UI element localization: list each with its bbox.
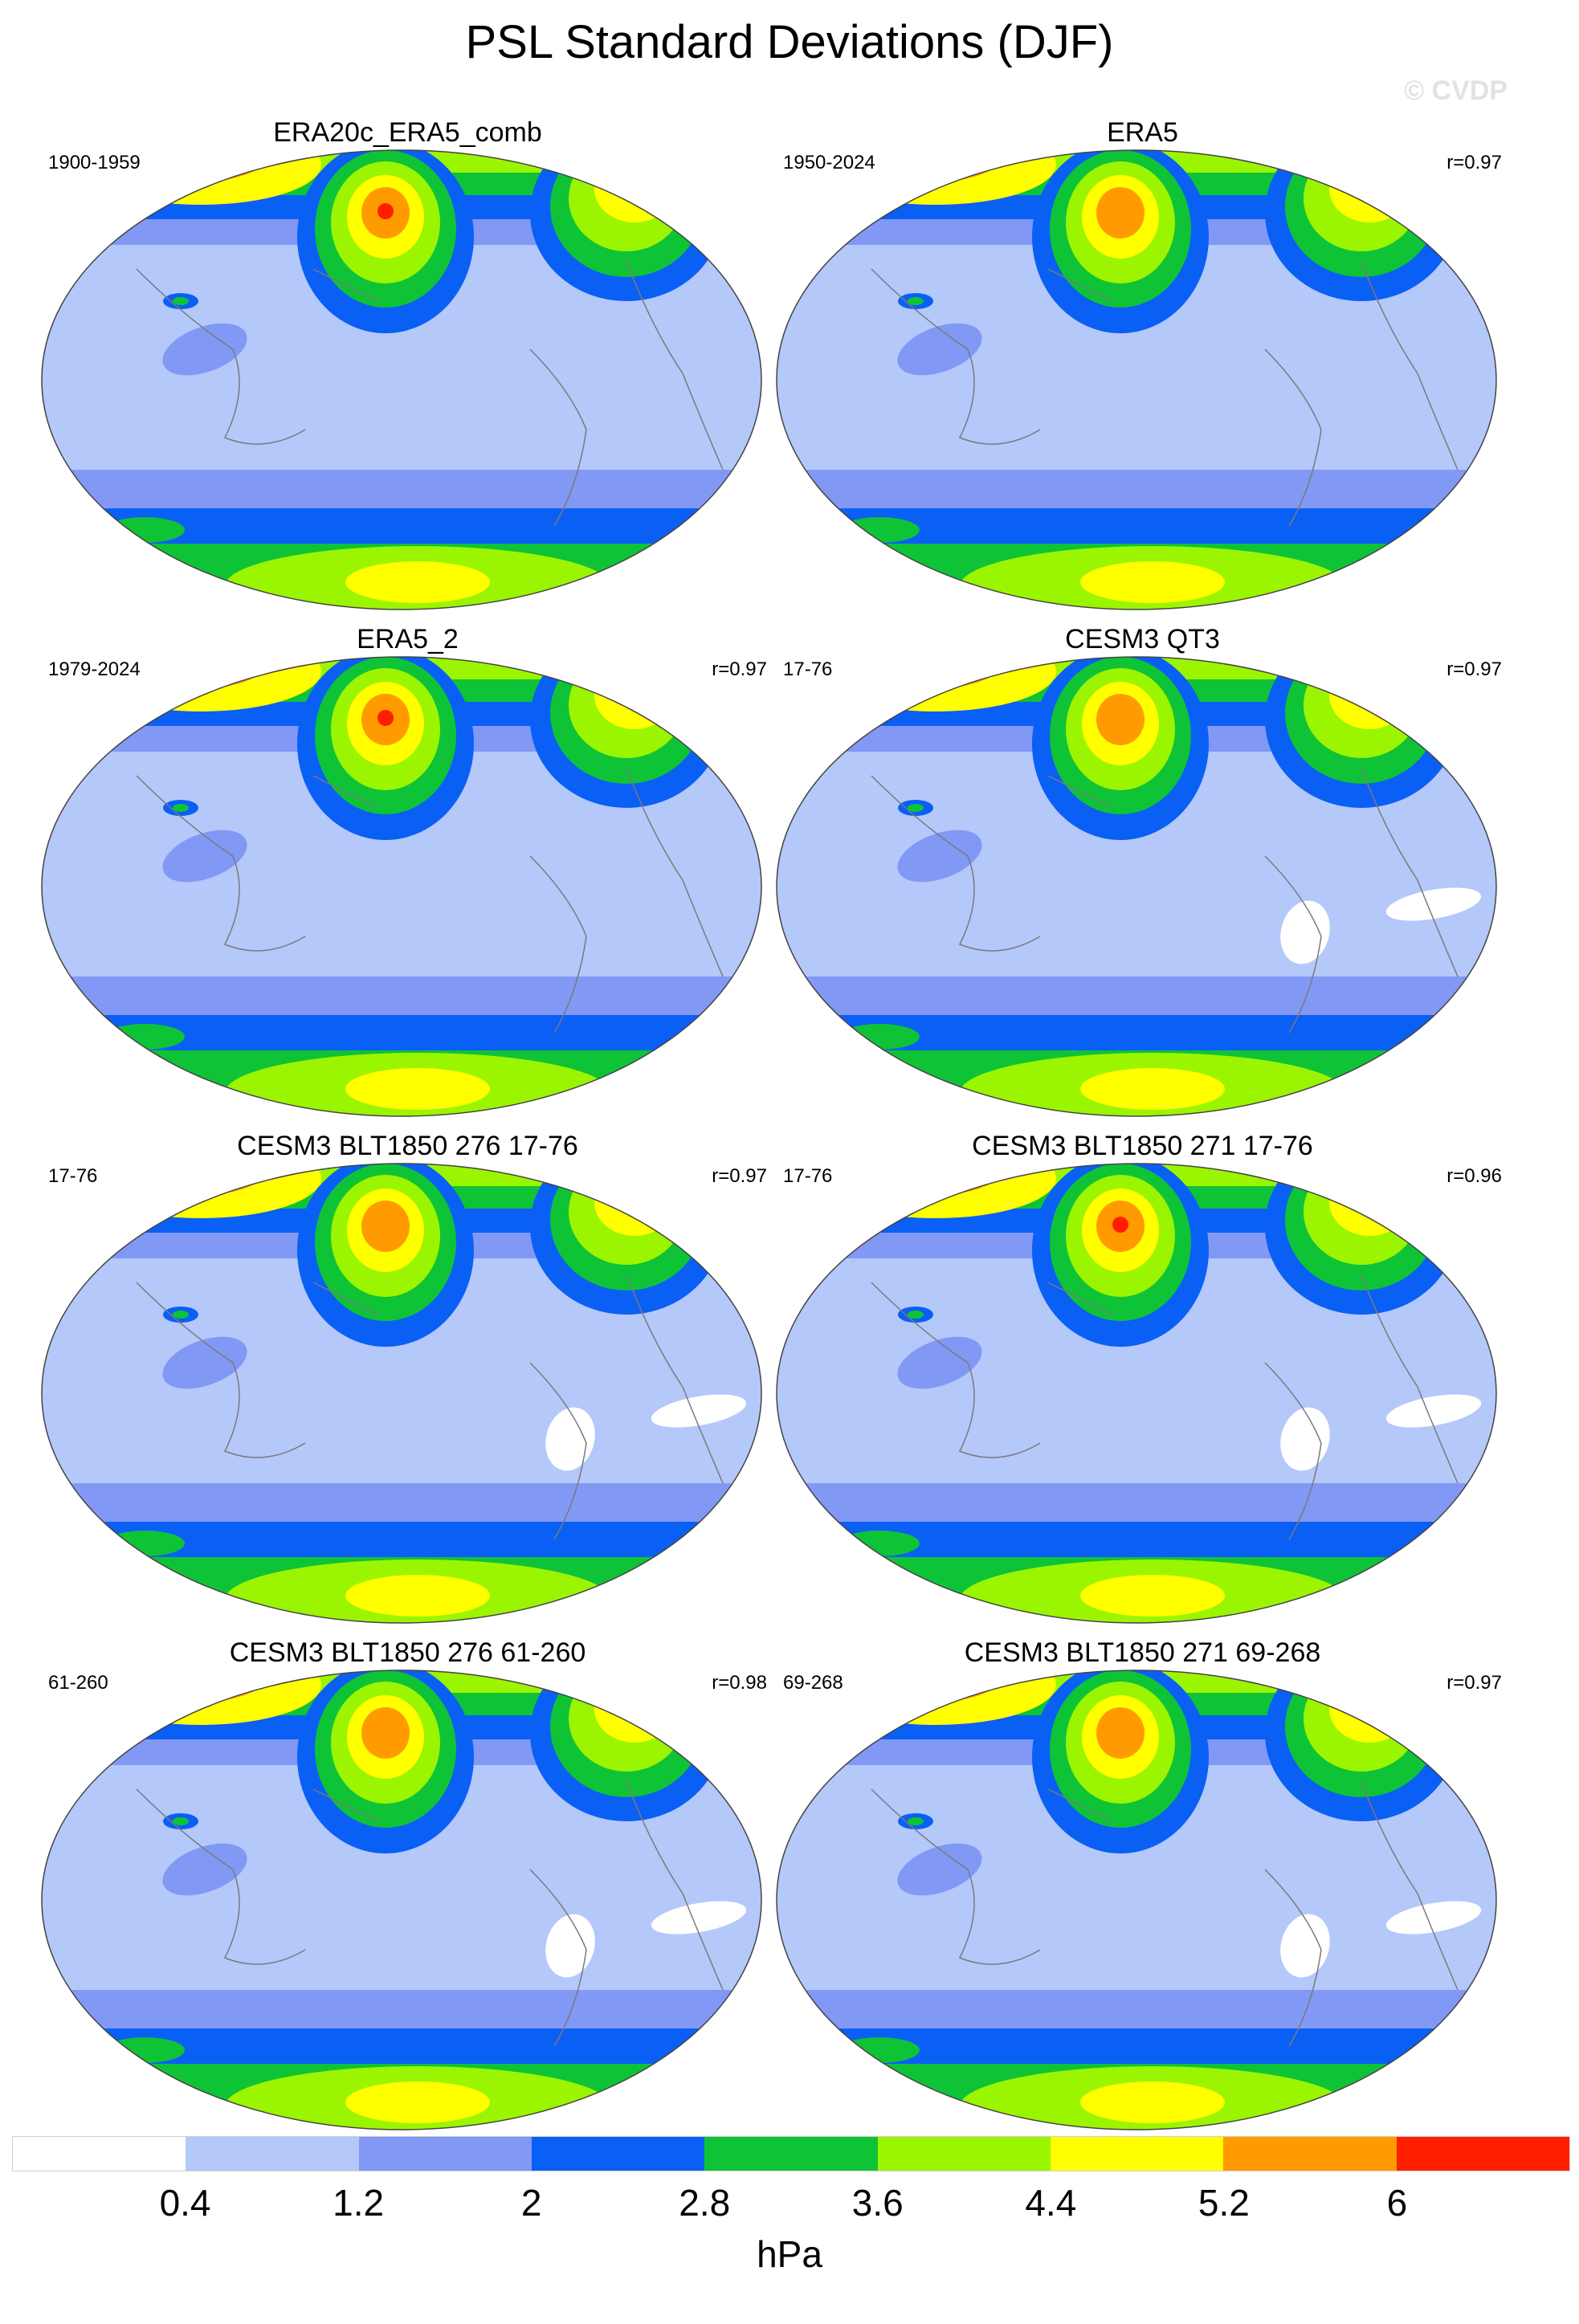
map-plot — [776, 1163, 1497, 1624]
panel-years: 69-268 — [783, 1672, 843, 1694]
panel-correlation: r=0.98 — [712, 1672, 767, 1694]
map-plot — [41, 656, 762, 1117]
map-plot — [41, 1670, 762, 2130]
panel-correlation: r=0.97 — [712, 1165, 767, 1187]
colorbar-swatch — [877, 2137, 1051, 2171]
map-plot — [41, 149, 762, 610]
panel-correlation: r=0.97 — [1446, 152, 1502, 173]
panel-years: 17-76 — [783, 658, 833, 680]
colorbar-tick-label: 1.2 — [333, 2182, 385, 2224]
watermark: © CVDP — [1404, 75, 1508, 106]
colorbar-swatch — [13, 2137, 186, 2171]
colorbar-units: hPa — [757, 2233, 822, 2275]
colorbar-tick-label: 2.8 — [679, 2182, 731, 2224]
map-plot — [776, 149, 1497, 610]
panel-years: 1900-1959 — [48, 152, 141, 173]
panel-title: CESM3 BLT1850 276 17-76 — [237, 1131, 578, 1161]
map-panel: CESM3 BLT1850 276 61-260 61-260 r=0.98 — [40, 1637, 775, 2130]
colorbar-swatch — [186, 2137, 359, 2171]
map-panel: ERA5_2 1979-2024 r=0.97 — [40, 623, 775, 1117]
panel-title: ERA5 — [1107, 117, 1178, 148]
map-panel: CESM3 QT3 17-76 r=0.97 — [775, 623, 1510, 1117]
colorbar-tick-label: 0.4 — [159, 2182, 211, 2224]
colorbar-swatch — [1223, 2137, 1397, 2171]
colorbar-swatch — [704, 2137, 878, 2171]
figure-title: PSL Standard Deviations (DJF) — [465, 16, 1114, 68]
colorbar-tick-label: 2 — [520, 2182, 542, 2224]
colorbar-tick-label: 3.6 — [851, 2182, 904, 2224]
colorbar-swatch — [358, 2137, 532, 2171]
map-panel: CESM3 BLT1850 271 17-76 17-76 r=0.96 — [775, 1130, 1510, 1624]
colorbar-swatch — [1050, 2137, 1224, 2171]
map-panel: ERA5 1950-2024 r=0.97 — [775, 116, 1510, 610]
colorbar-tick-label: 4.4 — [1025, 2182, 1077, 2224]
panel-years: 17-76 — [48, 1165, 98, 1187]
panel-title: CESM3 BLT1850 271 17-76 — [972, 1131, 1313, 1161]
map-plot — [41, 1163, 762, 1624]
panel-correlation: r=0.97 — [1446, 658, 1502, 680]
colorbar-swatch — [531, 2137, 705, 2171]
panel-years: 1979-2024 — [48, 658, 141, 680]
panel-correlation: r=0.96 — [1446, 1165, 1502, 1187]
panel-years: 61-260 — [48, 1672, 108, 1694]
panel-years: 1950-2024 — [783, 152, 875, 173]
colorbar-tick-label: 6 — [1386, 2182, 1408, 2224]
map-plot — [776, 1670, 1497, 2130]
map-plot — [776, 656, 1497, 1117]
panel-correlation: r=0.97 — [712, 658, 767, 680]
panel-title: ERA20c_ERA5_comb — [273, 117, 542, 148]
panel-title: ERA5_2 — [357, 624, 459, 654]
panel-title: CESM3 BLT1850 271 69-268 — [964, 1637, 1321, 1668]
panel-title: CESM3 QT3 — [1065, 624, 1220, 654]
colorbar — [12, 2136, 1570, 2171]
colorbar-tick-label: 5.2 — [1198, 2182, 1250, 2224]
map-panel: ERA20c_ERA5_comb 1900-1959 — [40, 116, 775, 610]
panel-years: 17-76 — [783, 1165, 833, 1187]
panel-correlation: r=0.97 — [1446, 1672, 1502, 1694]
panel-title: CESM3 BLT1850 276 61-260 — [229, 1637, 586, 1668]
map-panel: CESM3 BLT1850 271 69-268 69-268 r=0.97 — [775, 1637, 1510, 2130]
colorbar-labels: 0.4 1.2 2 2.8 3.6 4.4 5.2 6 — [12, 2181, 1570, 2229]
map-panel: CESM3 BLT1850 276 17-76 17-76 r=0.97 — [40, 1130, 775, 1624]
colorbar-swatch — [1396, 2137, 1569, 2171]
